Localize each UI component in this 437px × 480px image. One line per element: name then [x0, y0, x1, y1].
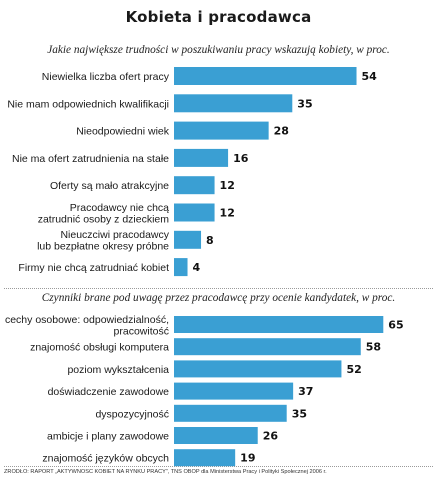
- chart-1-subtitle: Jakie największe trudności w poszukiwani…: [47, 44, 390, 56]
- bar-value-label: 16: [233, 152, 249, 165]
- bar-value-label: 35: [292, 407, 307, 420]
- category-label: cechy osobowe: odpowiedzialność,: [5, 314, 169, 326]
- category-label: Nieodpowiedni wiek: [76, 126, 170, 138]
- bar: [174, 316, 384, 333]
- bar-value-label: 19: [240, 452, 255, 465]
- bar: [174, 148, 229, 167]
- bar: [174, 176, 215, 195]
- bar: [174, 449, 236, 467]
- bar-value-label: 52: [346, 363, 361, 376]
- category-label: doświadczenie zawodowe: [48, 386, 170, 398]
- bar-value-label: 37: [298, 385, 313, 398]
- category-label: pracowitość: [114, 325, 169, 337]
- category-label: Niewielka liczba ofert pracy: [42, 71, 170, 83]
- bar: [174, 121, 269, 140]
- chart-2-subtitle: Czynniki brane pod uwagę przez pracodawc…: [41, 292, 396, 304]
- category-label: znajomość języków obcych: [42, 453, 169, 465]
- bar: [174, 94, 293, 113]
- bar: [174, 404, 287, 422]
- category-label: Firmy nie chcą zatrudniać kobiet: [18, 262, 169, 274]
- bar-value-label: 12: [220, 179, 235, 192]
- category-label: Nie ma ofert zatrudnienia na stałe: [12, 153, 169, 165]
- category-label: poziom wykształcenia: [67, 364, 169, 376]
- section-divider: [4, 288, 433, 289]
- category-label: Oferty są mało atrakcyjne: [50, 180, 169, 192]
- bar-value-label: 8: [206, 234, 214, 247]
- category-label: Pracodawcy nie chcą: [70, 202, 169, 214]
- bar: [174, 382, 294, 400]
- bar: [174, 67, 357, 85]
- bar-value-label: 65: [388, 319, 403, 332]
- category-label: znajomość obsługi komputera: [30, 342, 169, 354]
- bar: [174, 338, 361, 356]
- bar-value-label: 4: [193, 261, 201, 274]
- bar: [174, 427, 258, 444]
- bar: [174, 230, 202, 249]
- category-label: ambicje i plany zawodowe: [47, 431, 169, 443]
- bar-value-label: 58: [366, 341, 381, 354]
- bar: [174, 203, 215, 222]
- category-label: Nieuczciwi pracodawcy: [60, 229, 169, 241]
- source-divider: [4, 466, 433, 467]
- bar: [174, 258, 188, 277]
- source-note: ŹRÓDŁO: RAPORT „AKTYWNOŚĆ KOBIET NA RYNK…: [4, 469, 327, 475]
- category-label: dyspozycyjność: [95, 408, 169, 420]
- bar-value-label: 28: [274, 125, 289, 138]
- bar: [174, 360, 342, 378]
- bar-value-label: 26: [263, 430, 279, 443]
- bar-value-label: 54: [362, 70, 378, 83]
- category-label: zatrudnić osoby z dzieckiem: [38, 213, 170, 225]
- chart-title: Kobieta i pracodawca: [125, 8, 312, 26]
- category-label: Nie mam odpowiednich kwalifikacji: [7, 98, 169, 110]
- bar-value-label: 12: [220, 207, 235, 220]
- category-label: lub bezpłatne okresy próbne: [37, 241, 169, 253]
- bar-value-label: 35: [297, 97, 312, 110]
